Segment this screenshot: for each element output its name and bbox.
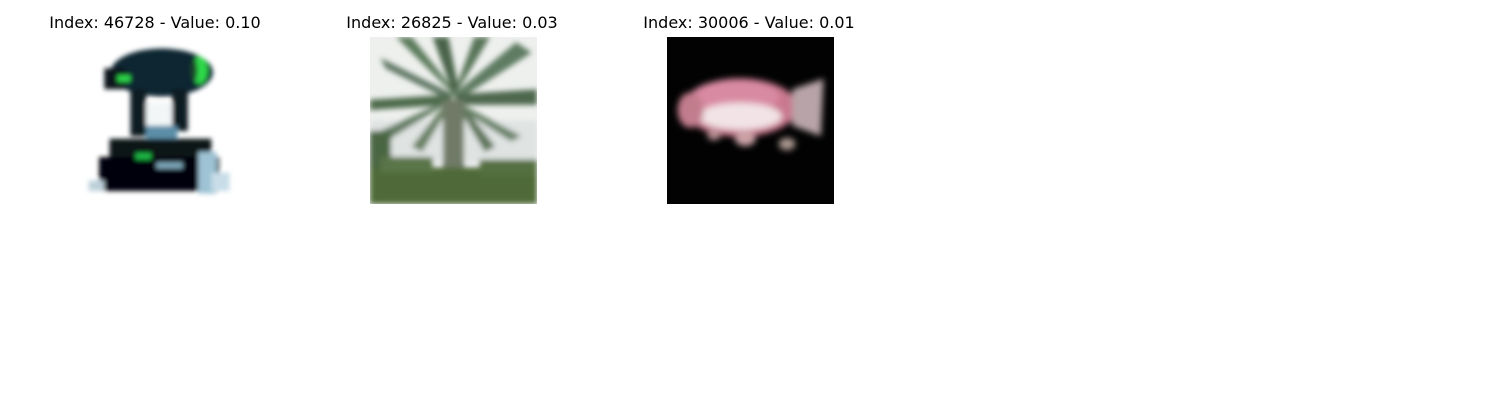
palm-tree-image [370, 37, 537, 204]
image-panel-3: Index: 30006 - Value: 0.01 [629, 0, 869, 210]
fish-image-graphic [667, 37, 834, 204]
panel-title-2: Index: 26825 - Value: 0.03 [346, 13, 558, 32]
projector-image-graphic [73, 37, 240, 204]
palm-tree-image-graphic [370, 37, 537, 204]
image-panel-1: Index: 46728 - Value: 0.10 [35, 0, 275, 210]
image-panel-2: Index: 26825 - Value: 0.03 [332, 0, 572, 210]
fish-image [667, 37, 834, 204]
projector-image [73, 37, 240, 204]
panel-title-3: Index: 30006 - Value: 0.01 [643, 13, 855, 32]
panel-title-1: Index: 46728 - Value: 0.10 [49, 13, 261, 32]
